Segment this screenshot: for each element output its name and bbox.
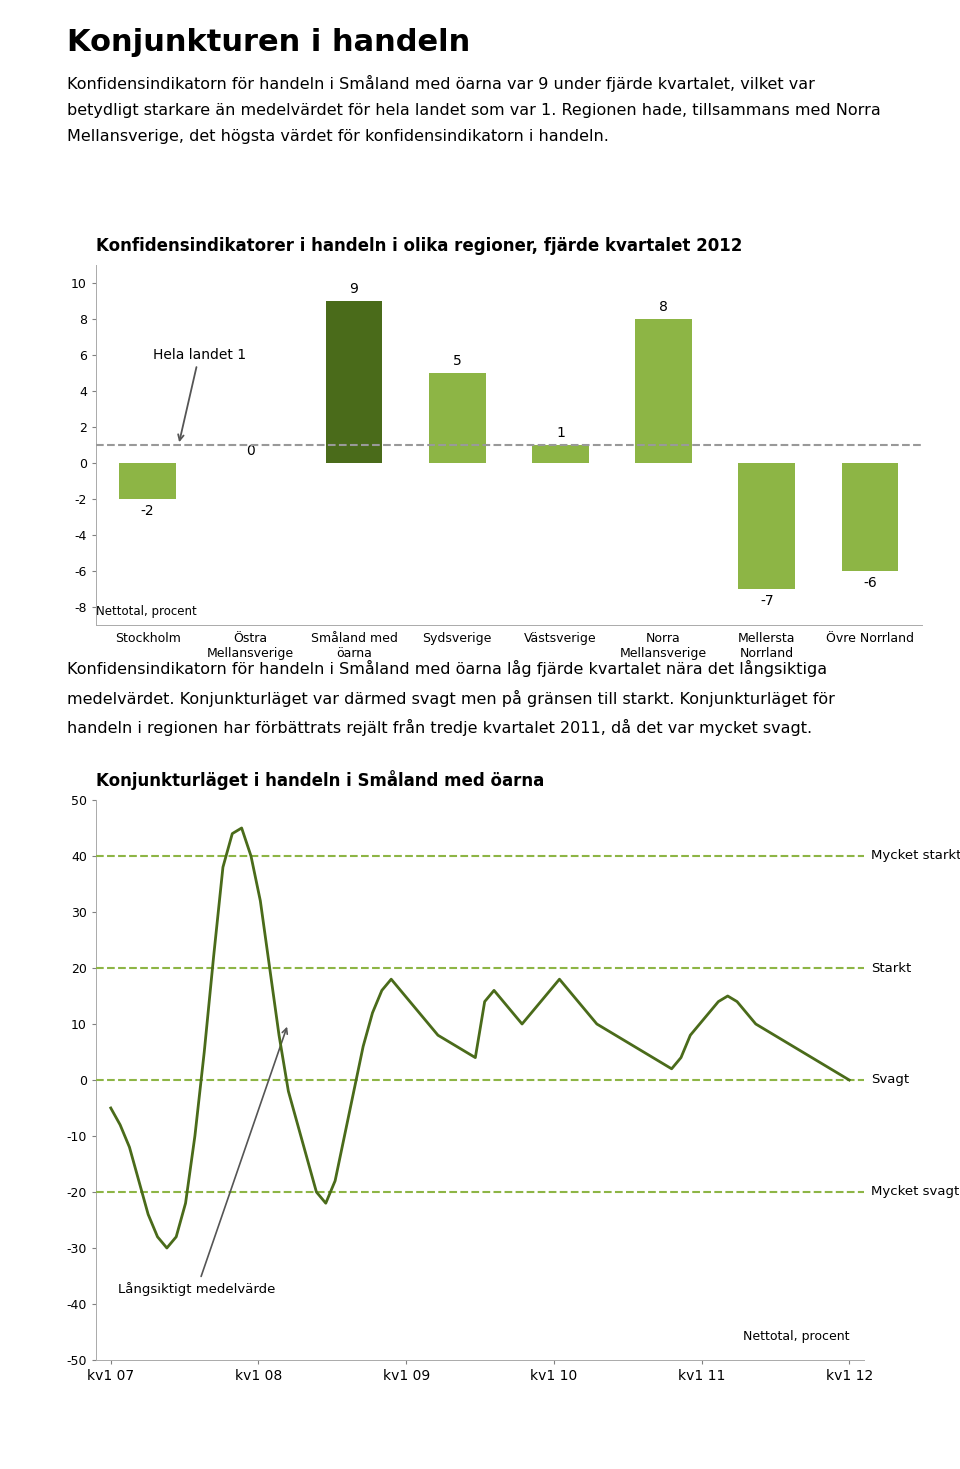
Text: 0: 0	[247, 444, 255, 458]
Text: Konfidensindikatorn för handeln i Småland med öarna låg fjärde kvartalet nära de: Konfidensindikatorn för handeln i Smålan…	[67, 660, 835, 736]
Text: -7: -7	[760, 595, 774, 608]
Text: Konjunkturen i handeln: Konjunkturen i handeln	[67, 28, 470, 57]
Text: Nettotal, procent: Nettotal, procent	[743, 1331, 850, 1343]
Bar	[636, 319, 692, 463]
Text: 1: 1	[556, 426, 564, 439]
Bar	[429, 373, 486, 463]
Text: Konfidensindikatorer i handeln i olika regioner, fjärde kvartalet 2012: Konfidensindikatorer i handeln i olika r…	[96, 237, 742, 256]
Text: Mycket starkt: Mycket starkt	[872, 849, 960, 862]
Text: 5: 5	[453, 354, 462, 367]
Text: 6    KONJUNKTUREN I SMÅLAND MED ÖARNA KV 4 2012  |  POUSETTE EKONOMIANALYS AB: 6 KONJUNKTUREN I SMÅLAND MED ÖARNA KV 4 …	[129, 1438, 831, 1454]
Text: -6: -6	[863, 576, 876, 591]
Bar	[738, 463, 795, 589]
Text: Konfidensindikatorn för handeln i Småland med öarna var 9 under fjärde kvartalet: Konfidensindikatorn för handeln i Smålan…	[67, 75, 881, 144]
Bar	[119, 463, 176, 499]
Text: Nettotal, procent: Nettotal, procent	[96, 605, 197, 618]
Bar	[842, 463, 899, 571]
Bar	[325, 301, 382, 463]
Text: Mycket svagt: Mycket svagt	[872, 1185, 960, 1199]
Text: Starkt: Starkt	[872, 962, 912, 974]
Text: -2: -2	[141, 504, 155, 519]
Text: Långsiktigt medelvärde: Långsiktigt medelvärde	[118, 1028, 287, 1296]
Text: 9: 9	[349, 282, 358, 295]
Bar	[532, 445, 588, 463]
Text: Svagt: Svagt	[872, 1074, 909, 1087]
Text: Konjunkturläget i handeln i Småland med öarna: Konjunkturläget i handeln i Småland med …	[96, 770, 544, 790]
Text: 8: 8	[660, 300, 668, 313]
Text: Hela landet 1: Hela landet 1	[153, 348, 246, 441]
